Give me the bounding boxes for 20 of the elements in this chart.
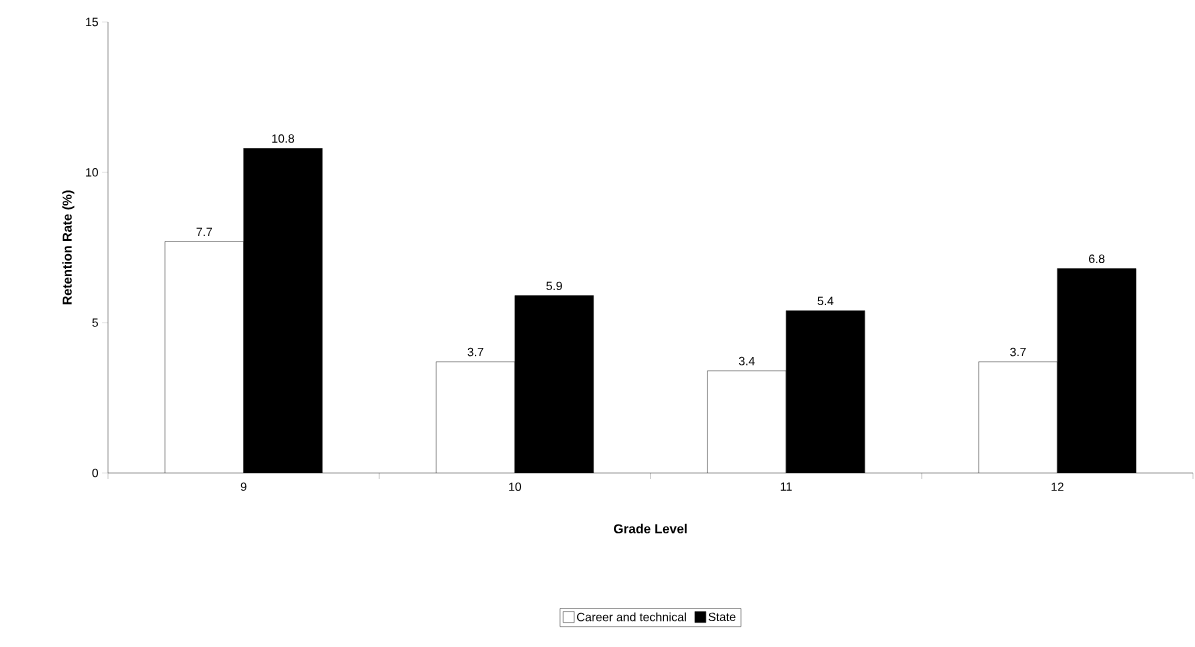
x-tick-label: 10 [509,482,522,491]
x-tick-label: 9 [240,482,247,491]
y-tick-label: 0 [92,468,99,478]
data-label: 5.9 [546,281,562,291]
x-tick-label: 11 [780,482,792,491]
legend-label: Career and technical [577,612,686,622]
y-tick-label: 15 [86,17,98,27]
data-label: 10.8 [272,134,295,143]
legend-label: State [708,612,736,622]
data-label: 3.7 [467,347,484,357]
y-tick-label: 5 [92,318,98,327]
data-label: 5.4 [817,296,834,306]
y-axis-title: Retention Rate (%) [62,190,75,305]
data-label: 7.7 [196,227,212,236]
data-label: 6.8 [1089,254,1105,264]
x-axis-title: Grade Level [613,523,687,534]
y-tick-label: 10 [86,168,99,177]
data-label: 3.4 [738,356,755,366]
data-label: 3.7 [1010,347,1026,357]
x-tick-label: 12 [1051,482,1064,491]
